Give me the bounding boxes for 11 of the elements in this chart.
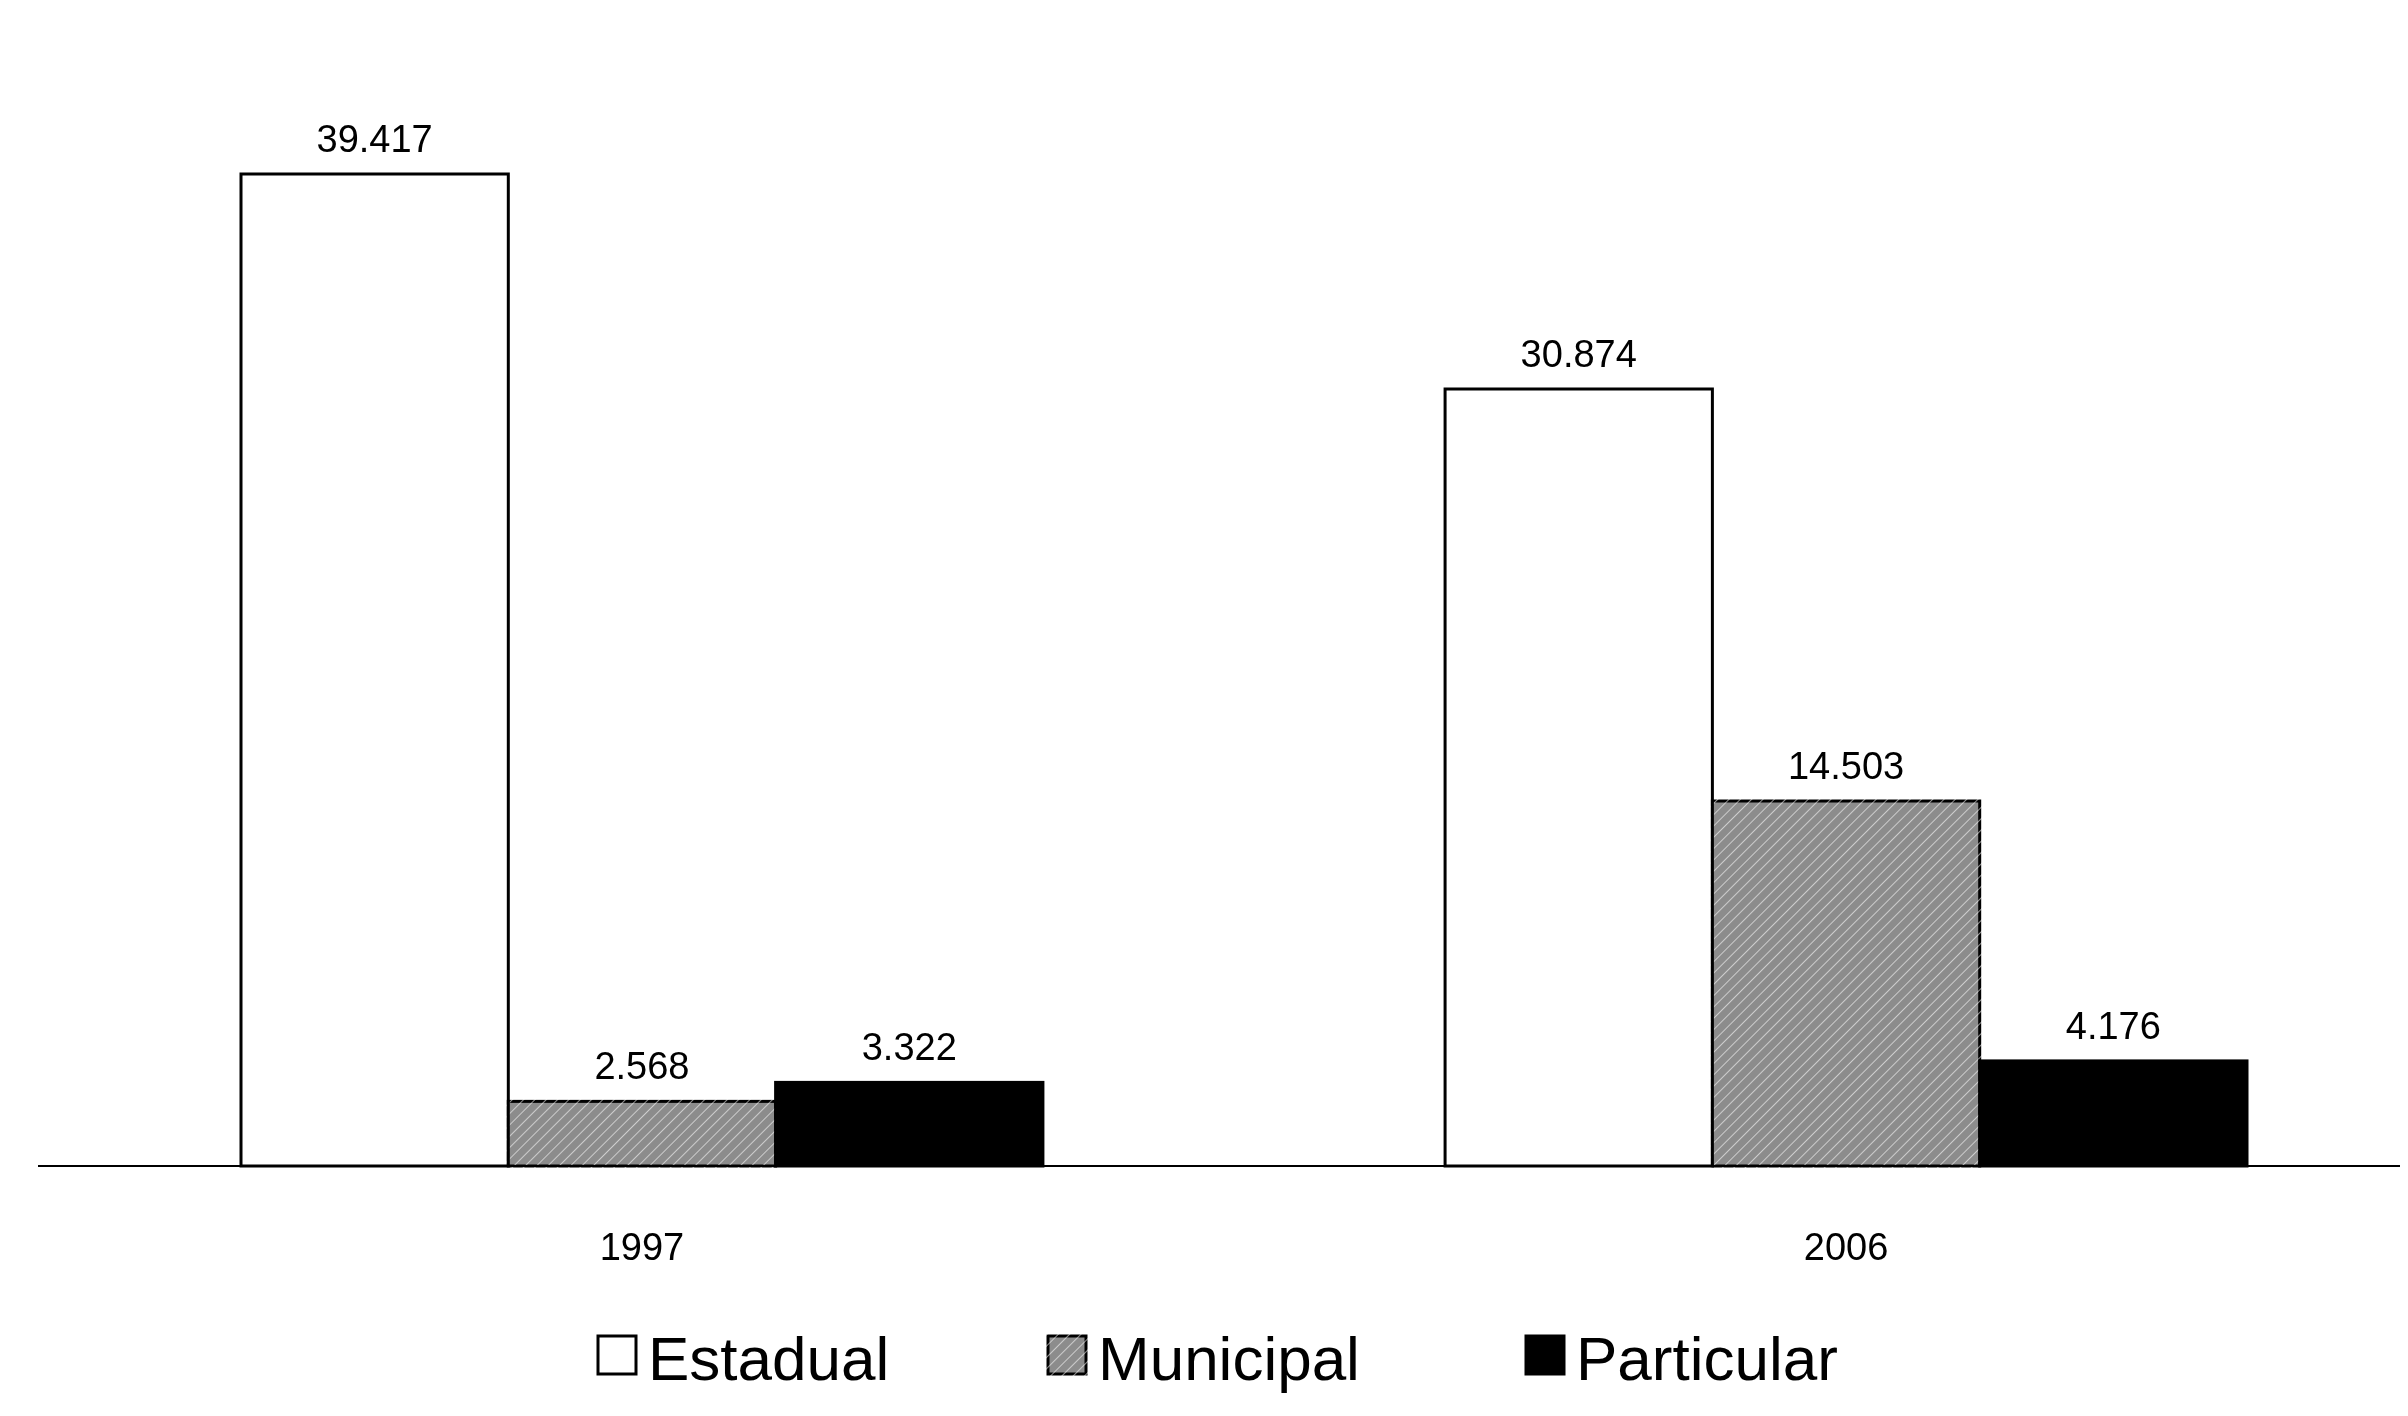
legend-label: Estadual xyxy=(648,1324,890,1393)
legend-label: Particular xyxy=(1576,1324,1838,1393)
data-label: 30.874 xyxy=(1520,333,1637,375)
data-label: 39.417 xyxy=(316,118,433,160)
x-tick-label: 2006 xyxy=(1803,1226,1889,1268)
data-label: 14.503 xyxy=(1787,745,1905,788)
data-label: 2.568 xyxy=(594,1045,690,1088)
legend-label: Municipal xyxy=(1098,1324,1360,1393)
data-label: 4.176 xyxy=(2065,1004,2161,1047)
x-tick-label: 1997 xyxy=(599,1226,685,1268)
data-label: 3.322 xyxy=(861,1026,957,1069)
